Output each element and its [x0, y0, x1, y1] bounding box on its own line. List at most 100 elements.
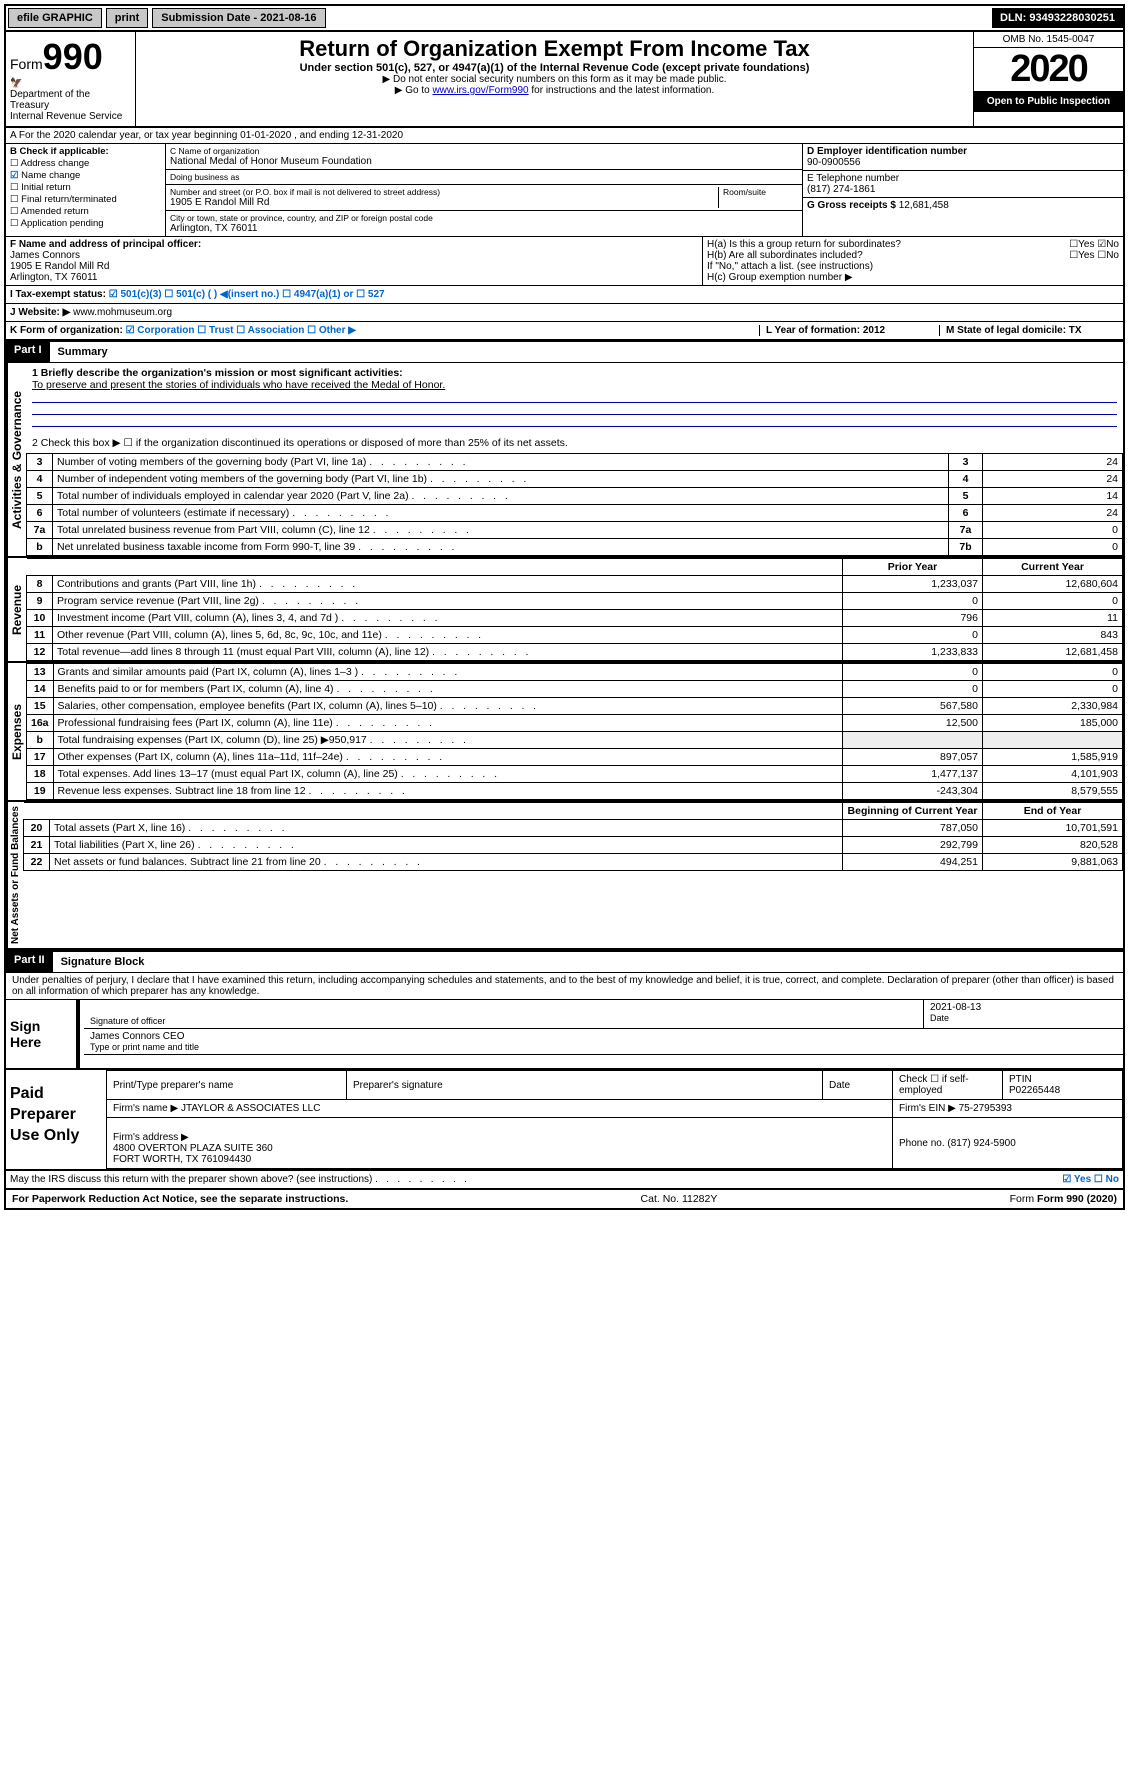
row-j: J Website: ▶ www.mohmuseum.org	[6, 304, 1123, 322]
chk-name-change[interactable]: ☑ Name change	[10, 170, 161, 181]
h-a: H(a) Is this a group return for subordin…	[707, 239, 901, 250]
paid-h3: Date	[823, 1071, 893, 1100]
section-netassets: Net Assets or Fund Balances Beginning of…	[6, 802, 1123, 950]
print-button[interactable]: print	[106, 8, 148, 28]
table-row: 17Other expenses (Part IX, column (A), l…	[27, 749, 1123, 766]
part2-header: Part II Signature Block	[6, 950, 1123, 973]
col-h: H(a) Is this a group return for subordin…	[703, 237, 1123, 285]
row-k-l-m: K Form of organization: ☑ Corporation ☐ …	[6, 322, 1123, 340]
footer-mid: Cat. No. 11282Y	[641, 1193, 718, 1205]
h-a-ans[interactable]: ☐Yes ☑No	[1069, 239, 1119, 250]
signature-block: Sign Here Signature of officer 2021-08-1…	[6, 999, 1123, 1068]
part2-title: Signature Block	[53, 952, 153, 972]
table-row: 10Investment income (Part VIII, column (…	[27, 610, 1123, 627]
note2-pre: ▶ Go to	[395, 85, 433, 96]
tel-lbl: E Telephone number	[807, 173, 1119, 184]
paid-h4[interactable]: Check ☐ if self-employed	[893, 1071, 1003, 1100]
chk-final-return[interactable]: ☐ Final return/terminated	[10, 194, 161, 205]
col-boy: Beginning of Current Year	[843, 803, 983, 820]
table-row: 7aTotal unrelated business revenue from …	[27, 522, 1123, 539]
tab-expenses: Expenses	[6, 663, 26, 800]
footer-left: For Paperwork Reduction Act Notice, see …	[12, 1193, 348, 1205]
col-current: Current Year	[983, 559, 1123, 576]
row-f-h: F Name and address of principal officer:…	[6, 237, 1123, 286]
efile-button[interactable]: efile GRAPHIC	[8, 8, 102, 28]
paid-h2: Preparer's signature	[347, 1071, 823, 1100]
ptin-lbl: PTIN	[1009, 1074, 1116, 1085]
table-row: 9Program service revenue (Part VIII, lin…	[27, 593, 1123, 610]
dln: DLN: 93493228030251	[992, 8, 1123, 28]
col-d-e-g: D Employer identification number 90-0900…	[803, 144, 1123, 236]
line1-lbl: 1 Briefly describe the organization's mi…	[32, 367, 1117, 379]
row-l: L Year of formation: 2012	[766, 325, 885, 336]
table-row: 18Total expenses. Add lines 13–17 (must …	[27, 766, 1123, 783]
row-i: I Tax-exempt status: ☑ 501(c)(3) ☐ 501(c…	[6, 286, 1123, 304]
ein: 90-0900556	[807, 157, 1119, 168]
col-prior: Prior Year	[843, 559, 983, 576]
h-b-note: If "No," attach a list. (see instruction…	[707, 261, 1119, 272]
table-row: 21Total liabilities (Part X, line 26)292…	[24, 837, 1123, 854]
col-c: C Name of organization National Medal of…	[166, 144, 803, 236]
sig-name: James Connors CEO	[90, 1031, 1117, 1042]
firmaddr-lbl: Firm's address ▶	[113, 1132, 189, 1143]
j-lbl: J Website: ▶	[10, 307, 70, 318]
table-row: 19Revenue less expenses. Subtract line 1…	[27, 783, 1123, 800]
table-row: 4Number of independent voting members of…	[27, 471, 1123, 488]
table-row: 5Total number of individuals employed in…	[27, 488, 1123, 505]
block-b-to-g: B Check if applicable: ☐ Address change …	[6, 144, 1123, 237]
table-row: 22Net assets or fund balances. Subtract …	[24, 854, 1123, 871]
table-row: 11Other revenue (Part VIII, column (A), …	[27, 627, 1123, 644]
col-f: F Name and address of principal officer:…	[6, 237, 703, 285]
table-row: bTotal fundraising expenses (Part IX, co…	[27, 732, 1123, 749]
revenue-table: Prior Year Current Year 8Contributions a…	[26, 558, 1123, 661]
header-right: OMB No. 1545-0047 2020 Open to Public In…	[973, 32, 1123, 126]
k-opts[interactable]: ☑ Corporation ☐ Trust ☐ Association ☐ Ot…	[126, 325, 356, 336]
netassets-table: Beginning of Current Year End of Year 20…	[23, 802, 1123, 871]
tab-revenue: Revenue	[6, 558, 26, 661]
note2-post: for instructions and the latest informat…	[529, 85, 715, 96]
discuss-row: May the IRS discuss this return with the…	[6, 1171, 1123, 1189]
col-b-hdr: B Check if applicable:	[10, 146, 161, 157]
cname: National Medal of Honor Museum Foundatio…	[170, 156, 798, 167]
perjury: Under penalties of perjury, I declare th…	[6, 973, 1123, 999]
phone: (817) 924-5900	[947, 1138, 1015, 1149]
expenses-table: 13Grants and similar amounts paid (Part …	[26, 663, 1123, 800]
table-row: bNet unrelated business taxable income f…	[27, 539, 1123, 556]
j-val: www.mohmuseum.org	[73, 307, 172, 318]
part1-label: Part I	[6, 342, 50, 362]
firmname-lbl: Firm's name ▶	[113, 1103, 178, 1114]
sign-here: Sign Here	[6, 1000, 76, 1068]
i-lbl: I Tax-exempt status:	[10, 289, 106, 300]
chk-address-change[interactable]: ☐ Address change	[10, 158, 161, 169]
tax-year: 2020	[974, 48, 1123, 92]
discuss-ans[interactable]: ☑ Yes ☐ No	[1062, 1174, 1119, 1185]
irs-link[interactable]: www.irs.gov/Form990	[432, 85, 528, 96]
paid-h1: Print/Type preparer's name	[107, 1071, 347, 1100]
chk-app-pending[interactable]: ☐ Application pending	[10, 218, 161, 229]
part1-title: Summary	[50, 342, 116, 362]
form-note2: ▶ Go to www.irs.gov/Form990 for instruct…	[140, 85, 969, 96]
form-number: 990	[43, 36, 103, 77]
open-to-public: Open to Public Inspection	[974, 92, 1123, 112]
row-a: A For the 2020 calendar year, or tax yea…	[6, 128, 1123, 144]
h-b-ans[interactable]: ☐Yes ☐No	[1069, 250, 1119, 261]
table-row: 8Contributions and grants (Part VIII, li…	[27, 576, 1123, 593]
f-addr1: 1905 E Randol Mill Rd	[10, 261, 698, 272]
topbar: efile GRAPHIC print Submission Date - 20…	[6, 6, 1123, 32]
omb-number: OMB No. 1545-0047	[974, 32, 1123, 48]
h-c: H(c) Group exemption number ▶	[707, 272, 1119, 283]
form-prefix: Form	[10, 56, 43, 72]
firmname: JTAYLOR & ASSOCIATES LLC	[181, 1103, 321, 1114]
section-expenses: Expenses 13Grants and similar amounts pa…	[6, 663, 1123, 802]
f-addr2: Arlington, TX 76011	[10, 272, 698, 283]
gross: 12,681,458	[899, 200, 949, 211]
chk-initial-return[interactable]: ☐ Initial return	[10, 182, 161, 193]
i-opts[interactable]: ☑ 501(c)(3) ☐ 501(c) ( ) ◀(insert no.) ☐…	[109, 289, 385, 300]
h-b: H(b) Are all subordinates included?	[707, 250, 863, 261]
chk-amended[interactable]: ☐ Amended return	[10, 206, 161, 217]
dba-lbl: Doing business as	[170, 172, 798, 182]
table-row: 20Total assets (Part X, line 16)787,0501…	[24, 820, 1123, 837]
discuss-q: May the IRS discuss this return with the…	[10, 1174, 467, 1185]
f-name: James Connors	[10, 250, 698, 261]
tab-governance: Activities & Governance	[6, 363, 26, 556]
